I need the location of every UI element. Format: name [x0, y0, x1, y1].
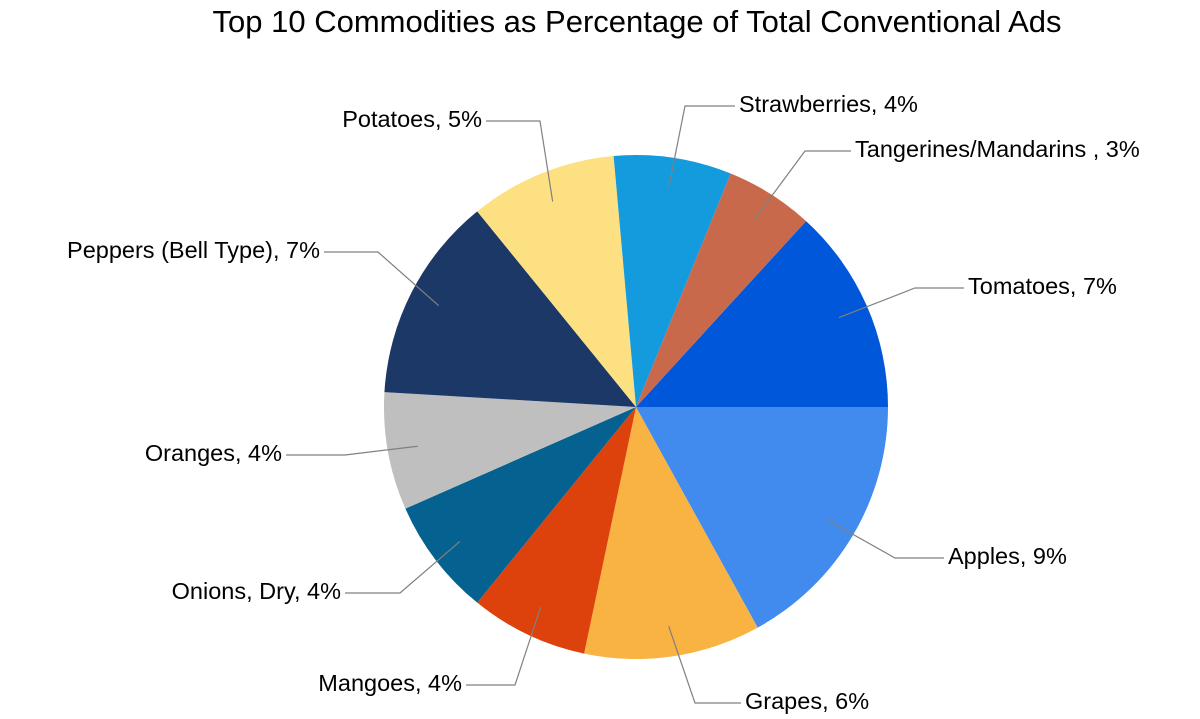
- data-label-oranges: Oranges, 4%: [145, 440, 282, 466]
- leader-line-peppers-bell-type: [324, 251, 440, 307]
- pie-slice-strawberries: [613, 155, 731, 407]
- pie-slice-tangerines-mandarins: [636, 173, 807, 407]
- pie-slice-potatoes: [477, 155, 636, 407]
- pie-slice-mangoes: [477, 407, 636, 654]
- pie-slice-grapes: [584, 407, 758, 659]
- pie-slice-tomatoes: [636, 221, 888, 407]
- data-label-strawberries: Strawberries, 4%: [739, 91, 918, 117]
- pie-slice-peppers-bell-type: [384, 211, 636, 407]
- chart-title: Top 10 Commodities as Percentage of Tota…: [212, 4, 1062, 39]
- leader-line-apples: [826, 519, 944, 559]
- pie-slice-onions-dry: [405, 407, 636, 603]
- leader-line-tangerines-mandarins: [753, 150, 851, 220]
- data-label-onions-dry: Onions, Dry, 4%: [172, 578, 341, 604]
- data-label-potatoes: Potatoes, 5%: [342, 106, 482, 132]
- pie-slice-apples: [636, 407, 888, 628]
- data-label-grapes: Grapes, 6%: [745, 688, 869, 714]
- leader-line-strawberries: [668, 105, 735, 188]
- pie-slice-oranges: [384, 392, 636, 509]
- data-label-tomatoes: Tomatoes, 7%: [968, 273, 1117, 299]
- data-label-apples: Apples, 9%: [948, 543, 1067, 569]
- leader-line-tomatoes: [838, 287, 964, 319]
- leader-line-oranges: [286, 445, 418, 456]
- leader-line-potatoes: [486, 120, 554, 202]
- data-label-mangoes: Mangoes, 4%: [318, 670, 462, 696]
- leader-line-grapes: [668, 626, 741, 704]
- leader-line-mangoes: [466, 607, 542, 686]
- data-label-tangerines-mandarins: Tangerines/Mandarins , 3%: [855, 136, 1140, 162]
- data-label-peppers-bell-type: Peppers (Bell Type), 7%: [67, 237, 320, 263]
- leader-line-onions-dry: [345, 541, 461, 594]
